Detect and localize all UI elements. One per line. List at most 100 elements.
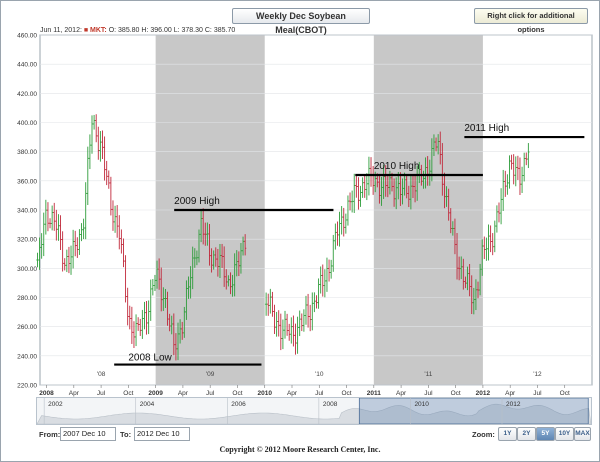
ohlc-bar	[243, 234, 247, 256]
x-tick-label: Oct	[560, 390, 570, 397]
x-tick-label: Oct	[341, 390, 351, 397]
ohlc-bar	[308, 304, 312, 332]
ohlc-bar	[128, 305, 131, 330]
ohlc-bar	[285, 313, 289, 336]
zoom-5y-button[interactable]: 5Y	[536, 427, 555, 441]
ohlc-bar	[508, 155, 511, 189]
ohlc-bar	[304, 295, 308, 325]
ohlc-bar	[504, 170, 507, 197]
ohlc-bar	[132, 321, 136, 348]
zoom-max-button[interactable]: MAX	[574, 427, 591, 441]
ohlc-bar	[527, 143, 530, 169]
range-navigator[interactable]: 2002 2004 2006 2008 2010 2012	[36, 397, 592, 425]
ohlc-bar	[332, 234, 335, 272]
y-tick-label: 300.00	[17, 266, 37, 273]
ohlc-bar	[264, 292, 268, 316]
ohlc-bar	[109, 176, 113, 216]
x-tick-label: Jul	[315, 390, 324, 397]
ohlc-bar	[59, 215, 62, 250]
ohlc-bar	[53, 202, 56, 231]
contract-year-label: '08	[97, 371, 106, 378]
ohlc-bar	[518, 157, 522, 196]
navigator-year-label: 2008	[323, 401, 338, 408]
ohlc-bar	[136, 317, 140, 331]
ohlc-bar	[338, 211, 341, 247]
ohlc-bar	[149, 279, 152, 321]
ohlc-bar	[143, 301, 146, 330]
x-tick-label: Oct	[232, 390, 242, 397]
level-label: 2009 High	[174, 196, 220, 207]
ohlc-bar	[483, 236, 486, 260]
ohlc-bar	[130, 306, 134, 344]
from-date-input[interactable]: 2007 Dec 10	[60, 427, 116, 441]
ohlc-bar	[369, 157, 373, 187]
ohlc-bar	[69, 245, 73, 275]
ohlc-bar	[122, 238, 125, 268]
navigator-year-label: 2004	[140, 401, 155, 408]
y-tick-label: 400.00	[17, 120, 37, 127]
ohlc-bar	[99, 131, 102, 162]
to-label: To:	[120, 430, 132, 439]
ohlc-bar	[139, 318, 142, 336]
ohlc-bar	[365, 173, 369, 201]
ohlc-bar	[277, 310, 280, 337]
right-click-hint[interactable]: Right click for additional options	[474, 8, 588, 34]
ohlc-bar	[298, 310, 301, 337]
zoom-2y-button[interactable]: 2Y	[517, 427, 536, 441]
ohlc-bar	[357, 177, 360, 210]
ohlc-bar	[267, 293, 270, 316]
ohlc-readout: Jun 11, 2012: ■ MKT: O: 385.80 H: 396.00…	[40, 27, 235, 34]
y-tick-label: 420.00	[17, 91, 37, 98]
ohlc-bar	[46, 202, 50, 232]
ohlc-bar	[355, 174, 358, 198]
ohlc-bar	[525, 152, 528, 166]
ohlc-bar	[147, 300, 150, 335]
y-tick-label: 240.00	[17, 353, 37, 360]
ohlc-bar	[48, 218, 52, 229]
ohlc-bar	[506, 174, 509, 195]
ohlc-bar	[516, 155, 520, 180]
ohlc-bar	[359, 185, 362, 207]
ohlc-bar	[342, 207, 345, 237]
ohlc-bar	[520, 166, 524, 193]
x-tick-label: Jul	[97, 390, 106, 397]
zoom-1y-button[interactable]: 1Y	[498, 427, 517, 441]
ohlc-bar	[103, 136, 106, 181]
ohlc-bar	[363, 174, 366, 198]
ohlc-bar	[361, 177, 364, 198]
ohlc-bar	[348, 192, 352, 211]
ohlc-bar	[321, 264, 324, 297]
navigator-selection[interactable]	[358, 397, 589, 425]
ohlc-bar	[76, 237, 79, 258]
y-tick-label: 440.00	[17, 62, 37, 69]
ohlc-bar	[493, 220, 496, 253]
x-tick-label: Oct	[123, 390, 133, 397]
x-tick-label: Jul	[424, 390, 433, 397]
readout-close: C: 385.70	[204, 27, 236, 34]
ohlc-bar	[283, 310, 287, 339]
ohlc-bar	[491, 233, 494, 256]
ohlc-bar	[296, 316, 299, 354]
contract-year-label: '09	[206, 371, 215, 378]
readout-mkt: ■ MKT:	[83, 27, 107, 34]
ohlc-bar	[57, 214, 60, 241]
x-tick-label: 2008	[39, 390, 54, 397]
to-date-input[interactable]: 2012 Dec 10	[134, 427, 190, 441]
ohlc-bar	[82, 218, 85, 240]
contract-year-label: '12	[533, 371, 542, 378]
level-label: 2008 Low	[128, 353, 172, 364]
ohlc-bar	[327, 259, 331, 282]
contract-year-label: '10	[315, 371, 324, 378]
ohlc-bar	[151, 279, 155, 296]
zoom-label: Zoom:	[472, 430, 495, 439]
ohlc-bar	[346, 195, 350, 226]
date-range-bar: From: 2007 Dec 10 To: 2012 Dec 10 Zoom: …	[36, 427, 591, 443]
x-tick-label: 2010	[257, 390, 272, 397]
ohlc-bar	[141, 309, 144, 339]
ohlc-bar	[90, 115, 94, 154]
y-tick-label: 280.00	[17, 295, 37, 302]
zoom-10y-button[interactable]: 10Y	[555, 427, 574, 441]
ohlc-bar	[485, 237, 488, 261]
level-label: 2010 High	[374, 161, 420, 172]
ohlc-bar	[510, 154, 513, 170]
